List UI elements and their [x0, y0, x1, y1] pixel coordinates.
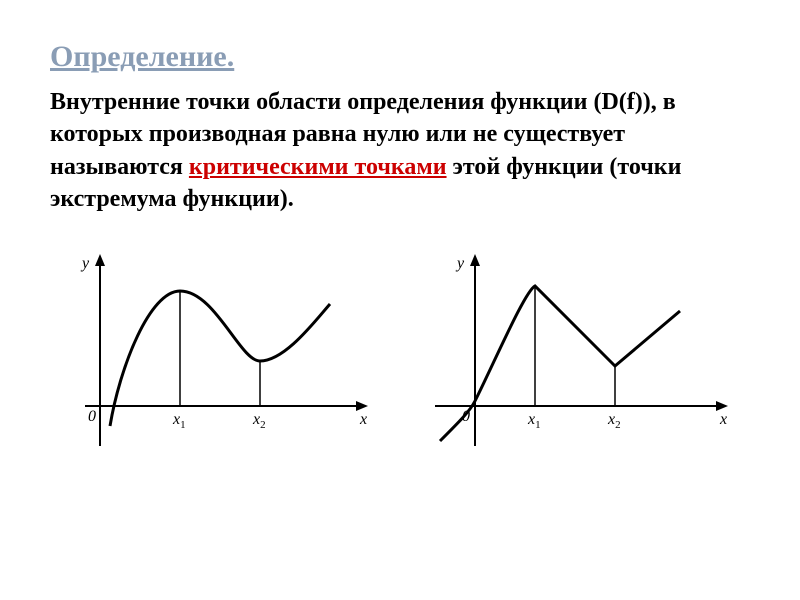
- y-arrow: [95, 254, 105, 266]
- x2-label: x2: [252, 411, 266, 431]
- chart-right: 0 y x x1 x2: [420, 246, 740, 466]
- definition-title: Определение.: [50, 40, 750, 74]
- x-arrow-r: [716, 401, 728, 411]
- y-label-r: y: [455, 255, 465, 272]
- definition-paragraph: Внутренние точки области определения фун…: [50, 86, 750, 216]
- origin-label-r: 0: [462, 408, 470, 425]
- origin-label: 0: [88, 408, 96, 425]
- critical-term: критическими точками: [189, 154, 447, 180]
- y-label: y: [80, 255, 90, 272]
- x-arrow: [356, 401, 368, 411]
- x-label: x: [359, 411, 367, 428]
- x1-label-r: x1: [527, 411, 541, 431]
- chart-left: 0 y x x1 x2: [60, 246, 380, 466]
- y-arrow-r: [470, 254, 480, 266]
- curve-piece-main: [475, 286, 680, 401]
- charts-container: 0 y x x1 x2 0 y x x1 x2: [50, 246, 750, 466]
- x1-label: x1: [172, 411, 186, 431]
- x2-label-r: x2: [607, 411, 621, 431]
- x-label-r: x: [719, 411, 727, 428]
